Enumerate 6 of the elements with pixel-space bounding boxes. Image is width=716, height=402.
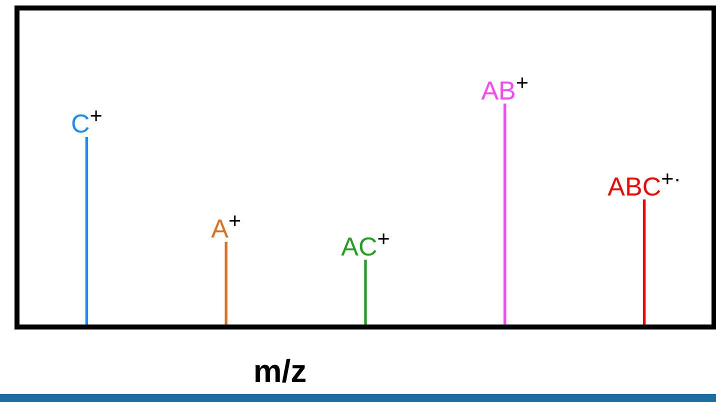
x-tick-label: AC$^{+}$: [341, 225, 390, 262]
x-tick-label: ABC$^{+·}$: [608, 164, 681, 202]
x-tick-label: AB$^{+}$: [481, 68, 529, 106]
x-tick-label: A$^{+}$: [211, 207, 242, 244]
x-tick-label: C$^{+}$: [70, 102, 102, 140]
x-axis-title: m/z: [252, 352, 308, 390]
